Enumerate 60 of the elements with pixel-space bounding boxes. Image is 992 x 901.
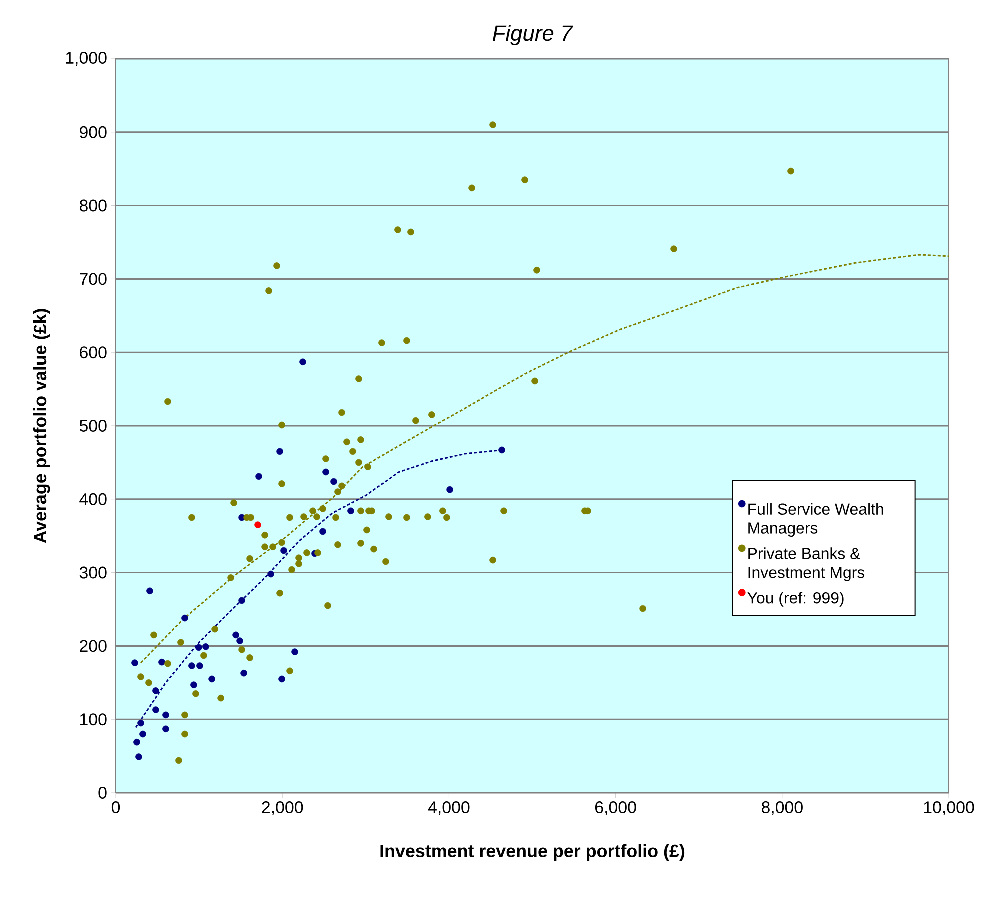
point bbox=[254, 522, 262, 528]
point bbox=[240, 670, 248, 677]
point bbox=[188, 662, 196, 670]
x-axis-title: Investment revenue per portfolio (£) bbox=[380, 844, 685, 862]
point bbox=[162, 726, 170, 733]
chart-title: Figure 7 bbox=[492, 25, 574, 46]
line-series bbox=[140, 254, 950, 664]
y-tick-label: 600 bbox=[80, 346, 107, 359]
point bbox=[152, 688, 160, 694]
point bbox=[196, 644, 202, 652]
point bbox=[238, 597, 246, 604]
point bbox=[446, 486, 454, 494]
y-tick-label: 900 bbox=[80, 126, 107, 138]
legend-label: You (ref: 999) bbox=[748, 592, 844, 607]
point bbox=[146, 588, 154, 595]
point bbox=[196, 662, 204, 670]
point bbox=[320, 528, 326, 536]
y-tick-label: 700 bbox=[80, 273, 107, 286]
x-tick-label: 6,000 bbox=[595, 802, 636, 816]
point bbox=[208, 676, 216, 683]
legend-label: Private Banks & Investment Mgrs bbox=[748, 548, 865, 582]
point bbox=[276, 448, 284, 456]
x-tick-label: 10,000 bbox=[924, 802, 974, 816]
point bbox=[152, 706, 160, 714]
point bbox=[236, 638, 244, 644]
point bbox=[498, 446, 506, 454]
point bbox=[140, 730, 146, 738]
y-tick-label: 400 bbox=[80, 493, 107, 506]
point bbox=[268, 570, 274, 578]
point bbox=[232, 632, 240, 639]
y-tick-label: 0 bbox=[98, 787, 107, 799]
legend-label: Full Service Wealth Managers bbox=[748, 503, 884, 538]
point bbox=[278, 676, 286, 683]
point bbox=[330, 478, 338, 486]
y-tick-label: 300 bbox=[80, 566, 107, 579]
x-tick-label: 8,000 bbox=[762, 802, 803, 816]
point bbox=[134, 738, 140, 746]
point bbox=[162, 712, 170, 719]
point bbox=[292, 648, 298, 656]
y-tick-label: 1,000 bbox=[66, 52, 107, 66]
x-tick-label: 4,000 bbox=[428, 802, 470, 816]
point bbox=[158, 658, 166, 666]
y-tick-label: 200 bbox=[80, 640, 107, 652]
point bbox=[138, 720, 144, 727]
y-tick-label: 100 bbox=[80, 714, 107, 726]
point bbox=[182, 614, 188, 622]
point bbox=[348, 508, 354, 515]
point bbox=[322, 468, 330, 476]
y-tick-label: 500 bbox=[80, 420, 107, 432]
point bbox=[132, 660, 138, 666]
x-tick-label: 2,000 bbox=[262, 802, 304, 816]
x-tick-label: 0 bbox=[112, 802, 120, 814]
y-axis-title: Average portfolio value (£k) bbox=[33, 309, 50, 544]
point bbox=[280, 547, 288, 554]
point bbox=[256, 473, 262, 480]
point bbox=[136, 754, 142, 760]
point bbox=[202, 644, 210, 650]
point bbox=[190, 682, 198, 688]
point bbox=[300, 358, 306, 366]
y-tick-label: 800 bbox=[80, 200, 107, 212]
